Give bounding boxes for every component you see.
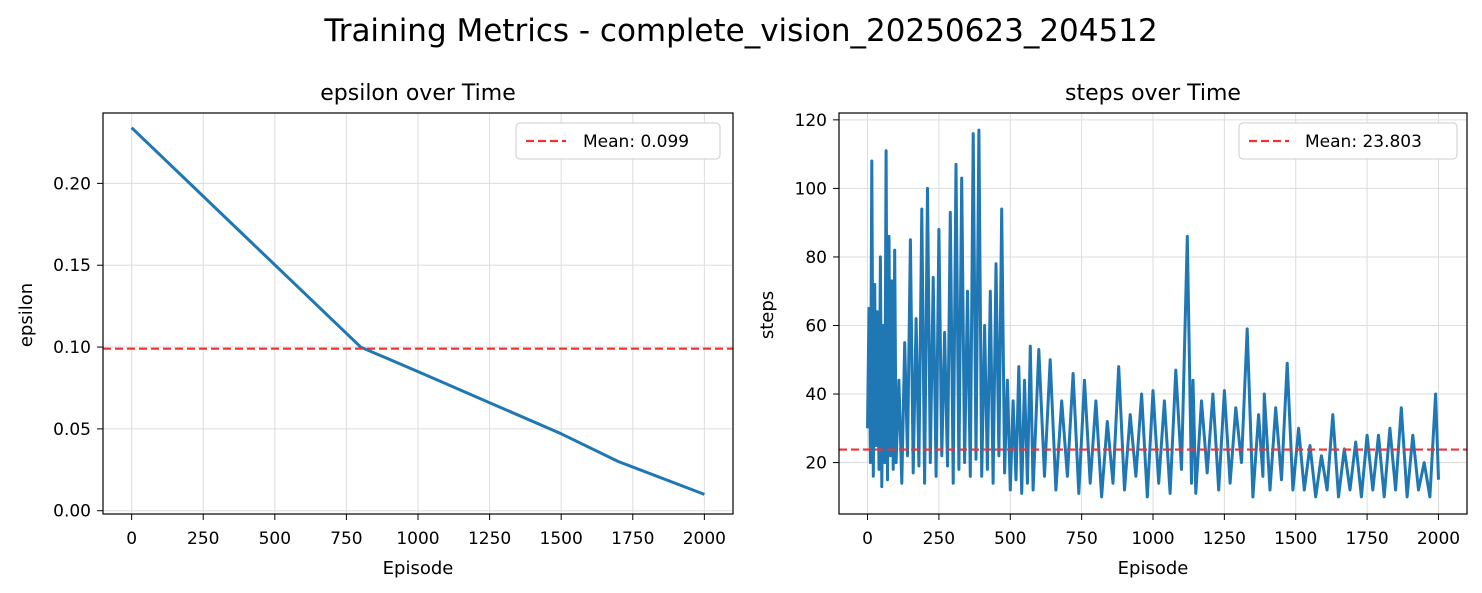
y-tick-label: 40 <box>805 385 827 405</box>
x-tick-label: 250 <box>923 529 955 549</box>
figure-title: Training Metrics - complete_vision_20250… <box>323 13 1157 49</box>
epsilon-x-axis-label: Episode <box>383 558 454 579</box>
x-tick-label: 2000 <box>683 529 726 549</box>
epsilon-axes-frame <box>102 112 734 515</box>
epsilon-x-ticks: 0 250 500 750 1000 1250 1500 1750 2000 <box>126 514 726 549</box>
steps-x-axis-label: Episode <box>1118 558 1189 579</box>
x-tick-label: 0 <box>126 529 137 549</box>
y-tick-label: 0.10 <box>53 338 91 358</box>
x-tick-label: 2000 <box>1417 529 1460 549</box>
steps-series-line <box>866 128 1440 499</box>
epsilon-y-axis-label: epsilon <box>16 283 37 347</box>
y-tick-label: 60 <box>805 316 827 336</box>
y-tick-label: 0.20 <box>53 174 91 194</box>
steps-panel: steps over Time Episode steps 0 250 500 750… <box>757 81 1468 579</box>
x-tick-label: 1750 <box>1345 529 1388 549</box>
x-tick-label: 1250 <box>468 529 511 549</box>
x-tick-label: 1000 <box>396 529 439 549</box>
epsilon-marks <box>103 126 733 496</box>
x-tick-label: 1500 <box>540 529 583 549</box>
epsilon-panel-title: epsilon over Time <box>320 81 515 106</box>
x-tick-label: 1750 <box>611 529 654 549</box>
x-tick-label: 1000 <box>1131 529 1174 549</box>
x-tick-label: 500 <box>994 529 1026 549</box>
steps-y-axis-label: steps <box>757 291 778 339</box>
x-tick-label: 1250 <box>1203 529 1246 549</box>
y-tick-label: 100 <box>795 179 827 199</box>
steps-legend-label: Mean: 23.803 <box>1305 132 1422 152</box>
y-tick-label: 120 <box>795 111 827 131</box>
y-tick-label: 0.15 <box>53 256 91 276</box>
steps-marks <box>839 128 1467 499</box>
epsilon-grid <box>103 113 733 514</box>
x-tick-label: 1500 <box>1274 529 1317 549</box>
y-tick-label: 0.05 <box>53 420 91 440</box>
x-tick-label: 500 <box>259 529 291 549</box>
x-tick-label: 250 <box>187 529 219 549</box>
steps-axes-frame <box>838 112 1468 515</box>
epsilon-legend-label: Mean: 0.099 <box>583 132 689 152</box>
x-tick-label: 750 <box>1065 529 1097 549</box>
steps-panel-title: steps over Time <box>1065 81 1241 106</box>
epsilon-panel: epsilon over Time Episode epsilon 0 250 50… <box>16 81 734 579</box>
epsilon-legend: Mean: 0.099 <box>515 122 721 160</box>
epsilon-y-ticks: 0.00 0.05 0.10 0.15 0.20 <box>53 174 103 522</box>
epsilon-series-line <box>130 126 705 496</box>
y-tick-label: 20 <box>805 454 827 474</box>
x-tick-label: 750 <box>330 529 362 549</box>
steps-x-ticks: 0 250 500 750 1000 1250 1500 1750 2000 <box>862 514 1460 549</box>
y-tick-label: 80 <box>805 248 827 268</box>
steps-legend-box <box>1238 122 1458 160</box>
steps-legend: Mean: 23.803 <box>1238 122 1458 160</box>
x-tick-label: 0 <box>862 529 873 549</box>
y-tick-label: 0.00 <box>53 502 91 522</box>
epsilon-legend-box <box>515 122 721 160</box>
steps-y-ticks: 20 40 60 80 100 120 <box>795 111 839 474</box>
